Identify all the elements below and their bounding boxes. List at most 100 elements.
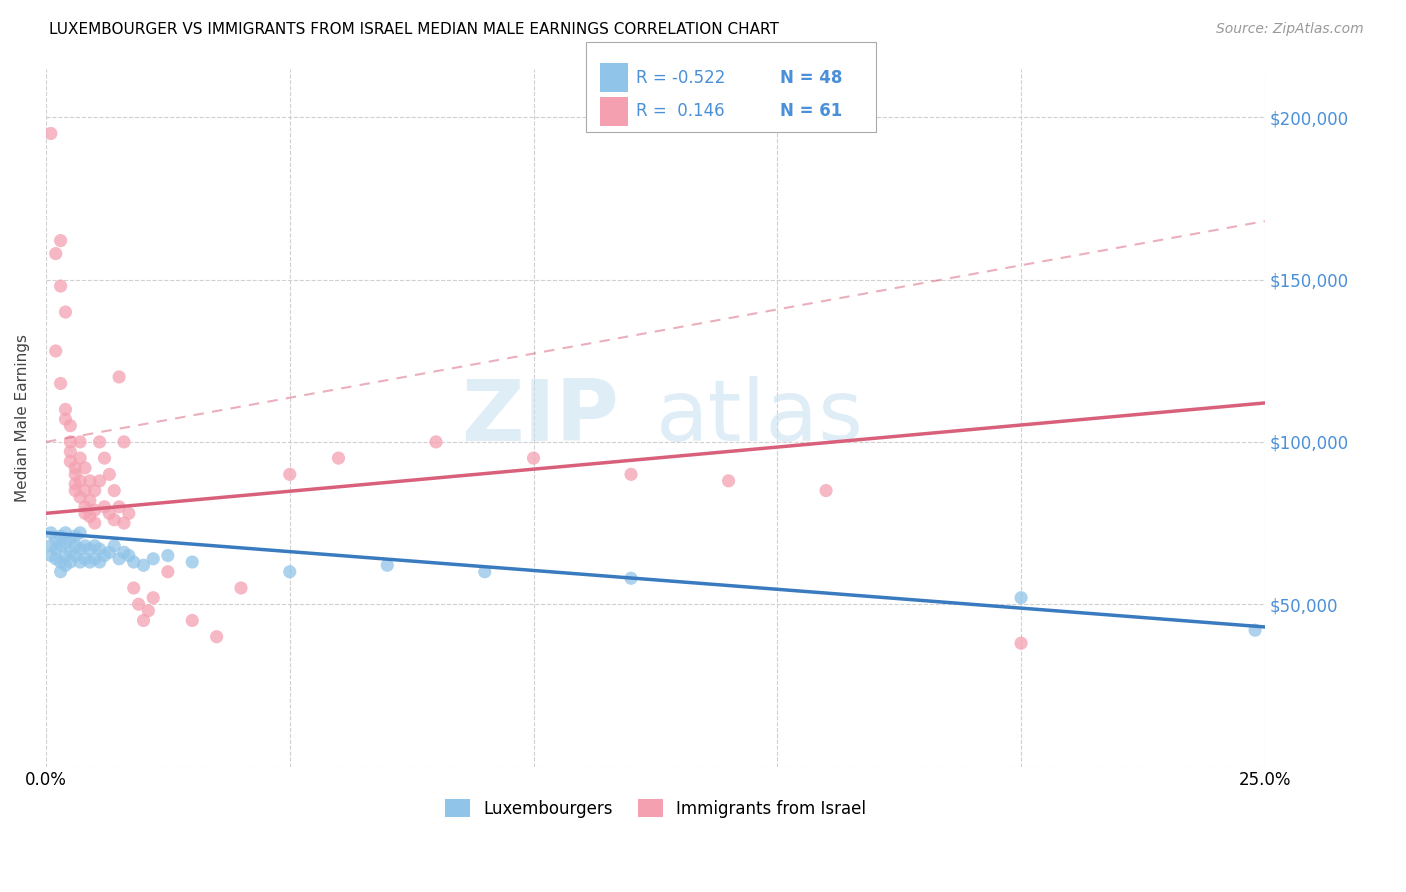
Point [73, 539, 96, 553]
Point [49, 279, 72, 293]
Point [98, 467, 121, 482]
Point [45, 542, 67, 557]
Point [103, 539, 125, 553]
Point [65, 477, 87, 491]
Point [425, 434, 447, 449]
Point [108, 500, 131, 514]
Point [45, 533, 67, 547]
Point [65, 461, 87, 475]
Text: R = -0.522: R = -0.522 [636, 69, 725, 87]
Point [181, 614, 204, 628]
Point [55, 402, 77, 417]
Point [522, 451, 544, 466]
Point [205, 630, 228, 644]
Point [83, 551, 105, 566]
Point [49, 565, 72, 579]
Point [103, 483, 125, 498]
Point [142, 591, 165, 605]
Point [815, 483, 838, 498]
Point [89, 434, 111, 449]
Point [112, 434, 135, 449]
Point [69, 555, 91, 569]
Point [375, 558, 398, 573]
Point [69, 434, 91, 449]
Point [1244, 624, 1267, 638]
Point [89, 542, 111, 557]
Point [49, 529, 72, 543]
Point [79, 509, 101, 524]
Point [112, 516, 135, 530]
Point [122, 555, 145, 569]
Point [45, 246, 67, 260]
Point [49, 376, 72, 391]
Point [122, 581, 145, 595]
Point [118, 549, 141, 563]
Point [55, 525, 77, 540]
Text: N = 61: N = 61 [780, 103, 842, 120]
Point [108, 551, 131, 566]
Point [73, 461, 96, 475]
Point [39, 539, 62, 553]
Point [69, 525, 91, 540]
Point [59, 545, 82, 559]
Point [59, 533, 82, 547]
Point [98, 506, 121, 520]
Point [229, 581, 252, 595]
Point [132, 558, 155, 573]
Text: Source: ZipAtlas.com: Source: ZipAtlas.com [1216, 22, 1364, 37]
Point [181, 555, 204, 569]
Point [79, 542, 101, 557]
Point [49, 539, 72, 553]
Legend: Luxembourgers, Immigrants from Israel: Luxembourgers, Immigrants from Israel [439, 793, 873, 824]
Point [45, 343, 67, 358]
Point [69, 451, 91, 466]
Point [65, 483, 87, 498]
Point [65, 549, 87, 563]
Point [79, 474, 101, 488]
Point [1010, 591, 1032, 605]
Point [55, 558, 77, 573]
Point [59, 418, 82, 433]
Point [278, 565, 301, 579]
Text: LUXEMBOURGER VS IMMIGRANTS FROM ISRAEL MEDIAN MALE EARNINGS CORRELATION CHART: LUXEMBOURGER VS IMMIGRANTS FROM ISRAEL M… [49, 22, 779, 37]
Point [83, 503, 105, 517]
Point [59, 434, 82, 449]
Point [328, 451, 350, 466]
Point [89, 474, 111, 488]
Point [93, 500, 115, 514]
Point [73, 506, 96, 520]
Text: R =  0.146: R = 0.146 [636, 103, 724, 120]
Point [39, 525, 62, 540]
Point [93, 549, 115, 563]
Point [620, 467, 643, 482]
Point [59, 454, 82, 468]
Point [73, 500, 96, 514]
Point [39, 549, 62, 563]
Point [59, 555, 82, 569]
Point [69, 542, 91, 557]
Text: ZIP: ZIP [461, 376, 619, 459]
Point [108, 370, 131, 384]
Point [83, 516, 105, 530]
Point [717, 474, 740, 488]
Point [55, 305, 77, 319]
Point [132, 614, 155, 628]
Point [49, 234, 72, 248]
Point [89, 555, 111, 569]
Point [83, 483, 105, 498]
Point [55, 535, 77, 549]
Point [73, 551, 96, 566]
Point [55, 412, 77, 426]
Point [79, 493, 101, 508]
Point [83, 539, 105, 553]
Y-axis label: Median Male Earnings: Median Male Earnings [15, 334, 30, 501]
Point [138, 604, 160, 618]
Point [65, 467, 87, 482]
Point [118, 506, 141, 520]
Text: N = 48: N = 48 [780, 69, 842, 87]
Point [93, 451, 115, 466]
Point [1010, 636, 1032, 650]
Point [59, 444, 82, 458]
Point [69, 474, 91, 488]
Point [128, 597, 150, 611]
